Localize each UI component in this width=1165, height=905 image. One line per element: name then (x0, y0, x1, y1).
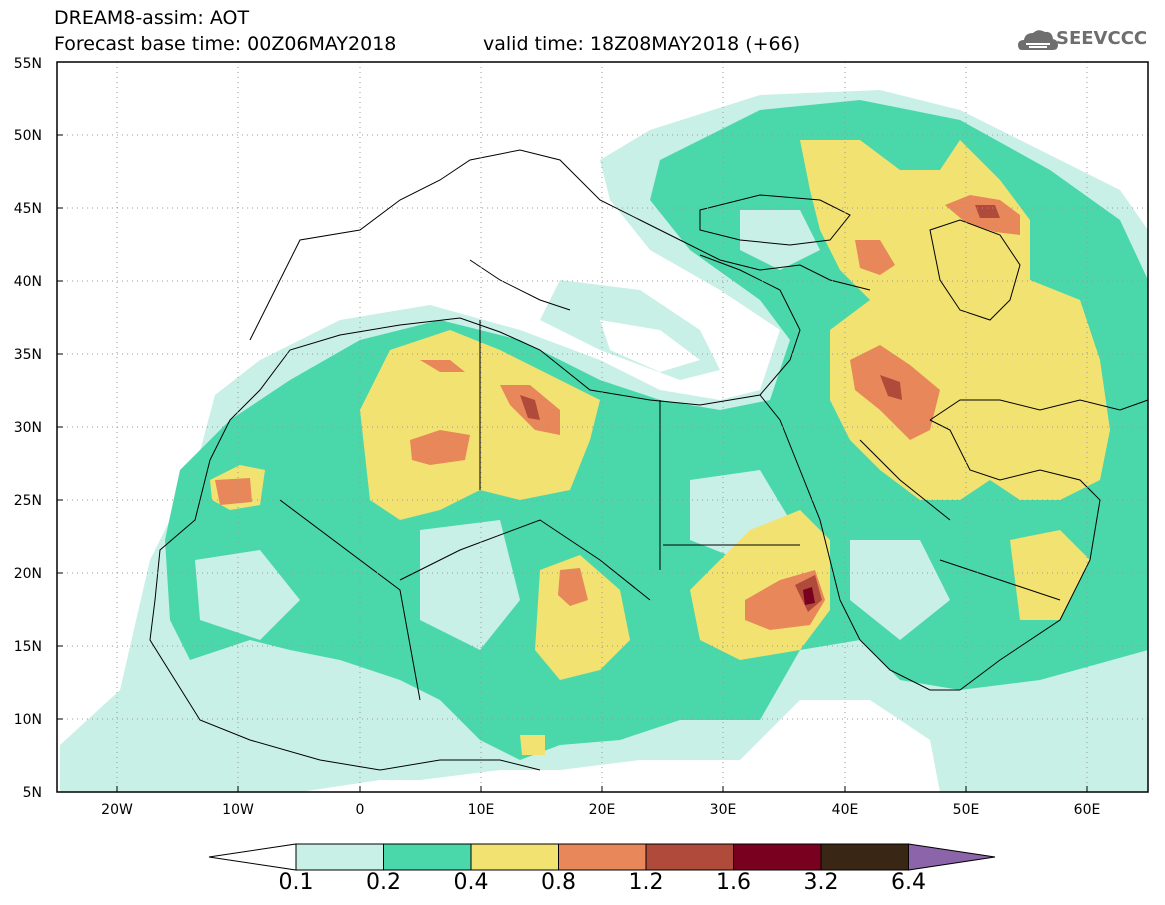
colorbar-swatch-5 (645, 843, 734, 871)
lon-label: 10W (222, 802, 254, 818)
axis-ticks (57, 134, 1088, 792)
map-title: DREAM8-assim: AOT (54, 7, 250, 29)
lat-label: 5N (22, 785, 42, 801)
colorbar-label: 0.1 (278, 870, 314, 895)
lat-label: 50N (13, 128, 42, 144)
aot-field (60, 90, 1148, 792)
lon-label: 20W (101, 802, 133, 818)
colorbar-swatch-4 (558, 843, 647, 871)
colorbar-label: 6.4 (891, 870, 926, 895)
valid-time: valid time: 18Z08MAY2018 (+66) (483, 33, 801, 55)
gridlines (57, 62, 1148, 792)
lon-label: 40E (831, 802, 859, 818)
forecast-base-time: Forecast base time: 00Z06MAY2018 (54, 33, 397, 55)
coastlines (149, 149, 1148, 771)
lon-label: 10E (467, 802, 495, 818)
lat-label: 30N (13, 420, 42, 436)
colorbar-over (908, 843, 996, 871)
colorbar-label: 1.2 (628, 870, 664, 895)
lat-label: 10N (13, 712, 42, 728)
lon-label: 20E (588, 802, 616, 818)
lon-label: 0 (355, 802, 365, 818)
lat-label: 55N (13, 56, 42, 72)
colorbar-label: 0.4 (453, 870, 489, 895)
lat-label: 40N (13, 274, 42, 290)
cloud-icon (1018, 30, 1058, 50)
lat-label: 35N (13, 347, 42, 363)
lat-label: 15N (13, 639, 42, 655)
colorbar-label: 1.6 (716, 870, 751, 895)
colorbar-under (208, 843, 297, 871)
colorbar-swatch-3 (470, 843, 559, 871)
aot-band-0.8 (410, 430, 470, 465)
aot-band-1.2 (520, 395, 540, 420)
colorbar-swatch-6 (733, 843, 822, 871)
lon-label: 50E (952, 802, 980, 818)
colorbar-label: 0.2 (366, 870, 401, 895)
colorbar-label: 0.8 (541, 870, 576, 895)
lat-label: 45N (13, 201, 42, 217)
lon-label: 60E (1073, 802, 1101, 818)
lat-label: 25N (13, 493, 42, 509)
colorbar-swatch-2 (383, 843, 472, 871)
colorbar (208, 843, 996, 871)
colorbar-swatch-7 (820, 843, 909, 871)
lon-label: 30E (709, 802, 737, 818)
lat-label: 20N (13, 566, 42, 582)
colorbar-swatch-1 (295, 843, 384, 871)
colorbar-label: 3.2 (803, 870, 839, 895)
logo-text: SEEVCCC (1056, 28, 1148, 49)
